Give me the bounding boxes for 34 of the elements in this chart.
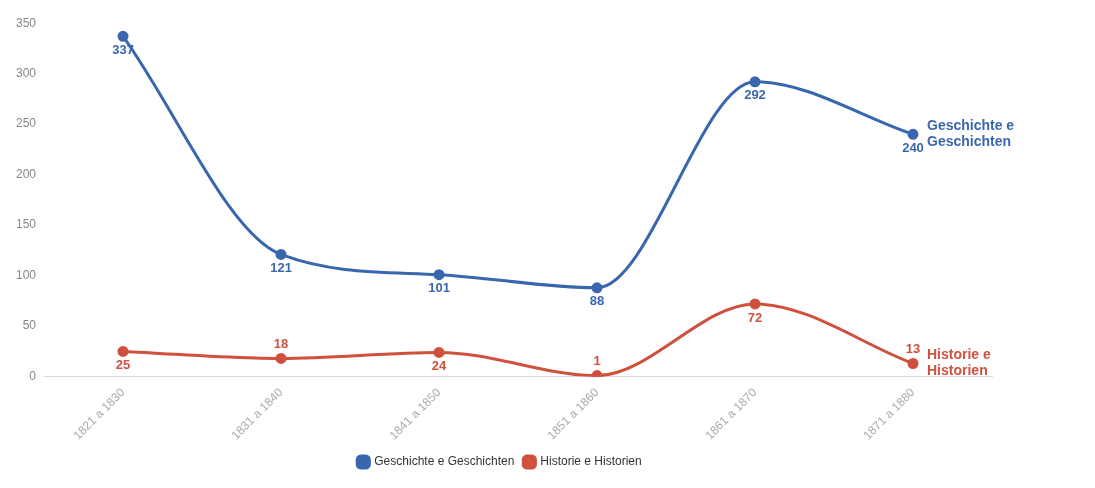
y-tick-label: 300 <box>15 66 37 80</box>
data-label: 121 <box>270 260 292 276</box>
data-label: 72 <box>747 309 763 325</box>
text: Geschichte e Geschichten <box>927 117 1015 150</box>
data-label: 1 <box>593 353 601 369</box>
point <box>117 30 129 42</box>
data-label: 240 <box>902 139 924 155</box>
point <box>433 269 445 281</box>
y-tick-label: 250 <box>15 116 37 131</box>
point <box>907 128 919 140</box>
data-label: 13 <box>905 341 921 357</box>
legend-label: Historie e Historien <box>540 454 642 469</box>
text: Historie e Historien <box>927 346 991 379</box>
point <box>591 282 603 294</box>
point <box>749 298 761 310</box>
data-label: 24 <box>431 357 448 373</box>
data-label: 292 <box>744 87 766 103</box>
y-tick-label: 100 <box>15 267 37 282</box>
y-tick-label: 0 <box>29 368 37 383</box>
point <box>433 346 445 358</box>
data-label: 25 <box>115 356 131 372</box>
y-tick-label: 50 <box>22 318 37 333</box>
y-tick-label: 350 <box>15 15 37 30</box>
point <box>275 248 287 260</box>
y-tick-label: 200 <box>15 166 37 181</box>
point <box>117 345 129 357</box>
point <box>275 352 287 364</box>
legend-label: Geschichte e Geschichten <box>374 454 515 469</box>
data-label: 18 <box>273 336 289 352</box>
point <box>907 358 919 369</box>
data-label: 101 <box>428 280 450 296</box>
data-label: 88 <box>589 293 605 309</box>
y-tick-label: 150 <box>15 217 37 232</box>
point <box>749 76 761 88</box>
